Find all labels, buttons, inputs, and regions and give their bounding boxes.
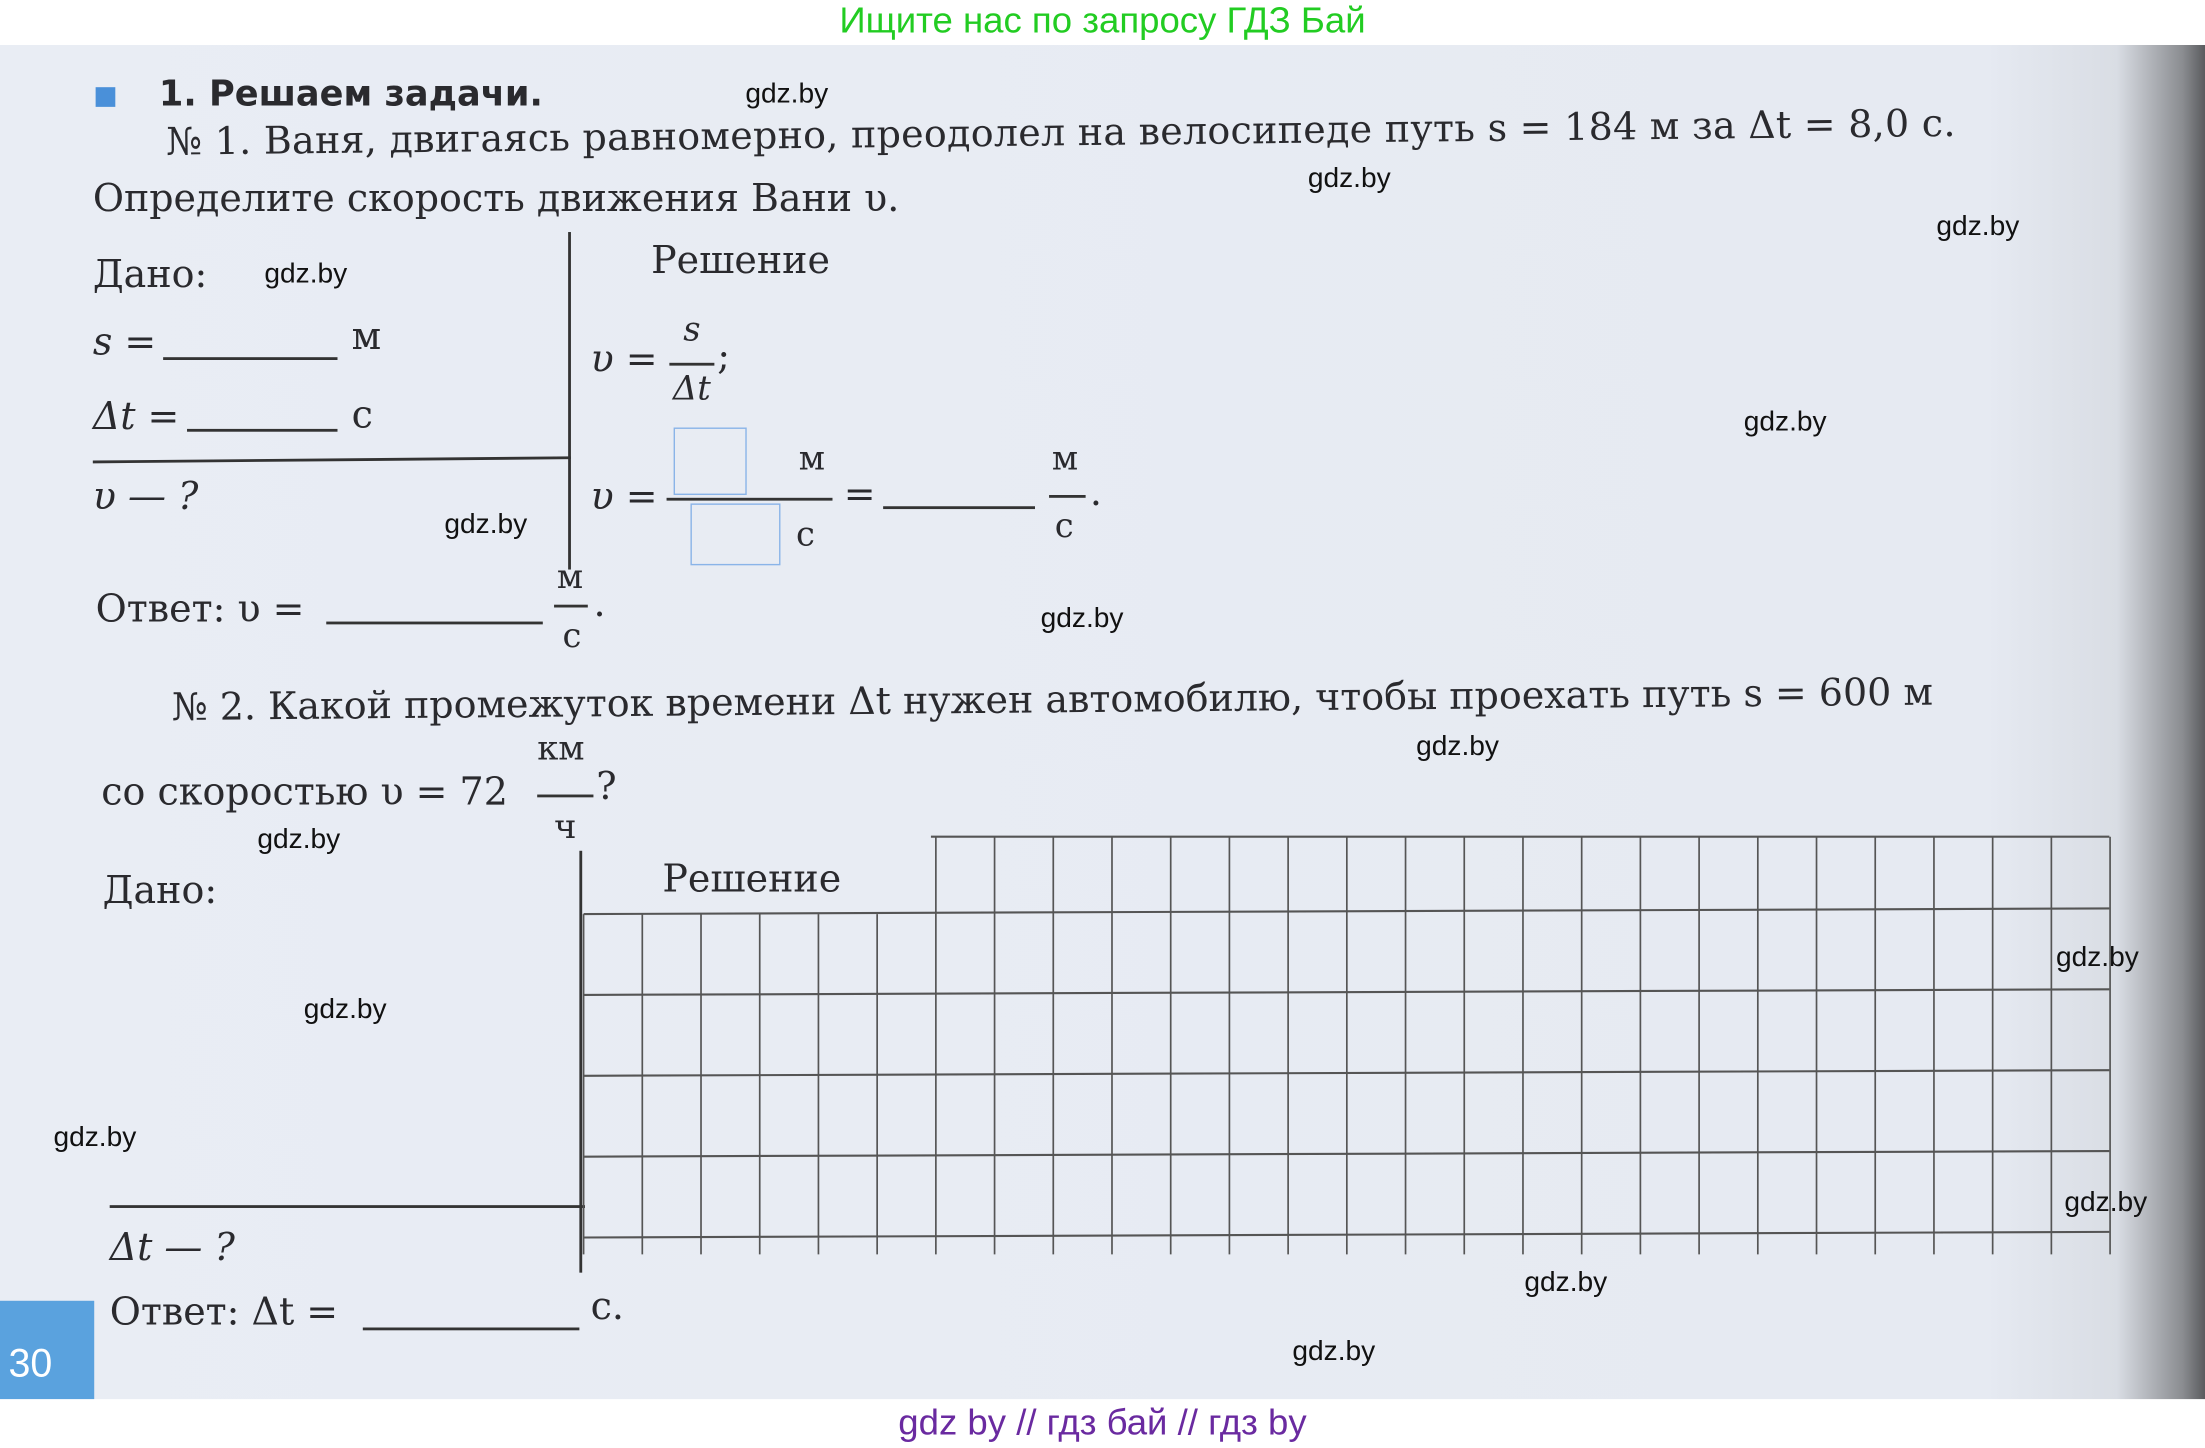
watermark: gdz.by (444, 509, 528, 540)
task1-s-input[interactable] (163, 357, 338, 360)
bottom-banner: gdz by // гдз бай // гдз by (0, 1399, 2205, 1448)
task2-separator (579, 850, 583, 1273)
formula-numerator: s (683, 309, 701, 349)
task2-given-divider (109, 1205, 585, 1208)
grid-line (583, 988, 2110, 996)
task2-find: Δt — ? (109, 1226, 235, 1270)
top-banner: Ищите нас по запросу ГДЗ Бай (0, 0, 2205, 45)
formula-end: ; (717, 334, 730, 379)
task2-given-label: Дано: (102, 869, 218, 913)
task1-solution-label: Решение (651, 239, 830, 283)
answer-fraction-bar (554, 604, 588, 608)
watermark: gdz.by (1307, 163, 1391, 195)
formula-fraction-bar (669, 362, 715, 366)
calc-fraction-bar (666, 497, 833, 501)
answer-num-unit: м (556, 556, 584, 597)
speed-fraction-bar (537, 794, 594, 798)
watermark: gdz.by (1416, 731, 1499, 763)
task1-answer-input[interactable] (326, 621, 543, 625)
task2-line2-end: ? (596, 765, 617, 809)
top-banner-text[interactable]: Ищите нас по запросу ГДЗ Бай (839, 0, 1366, 41)
result-den-unit: с (1054, 506, 1074, 546)
grid-line (583, 1069, 2110, 1077)
watermark: gdz.by (1936, 210, 2020, 242)
watermark: gdz.by (257, 824, 341, 855)
task1-t-unit: с (351, 393, 373, 438)
calc-den-unit: с (795, 514, 815, 555)
section-title: 1. Решаем задачи. (158, 73, 543, 114)
section-marker-icon (95, 87, 116, 107)
given-solution-separator (568, 232, 571, 570)
watermark: gdz.by (1743, 406, 1827, 438)
calc-numerator-box[interactable] (673, 427, 747, 495)
calc-num-unit: м (798, 438, 826, 479)
watermark: gdz.by (53, 1122, 137, 1154)
task2-text-line2: со скоростью υ = 72 (101, 770, 508, 815)
page-number: 30 (0, 1300, 95, 1400)
speed-den-unit: ч (554, 807, 577, 847)
task2-solution-label: Решение (662, 857, 842, 902)
task1-t-label: Δt = (92, 395, 180, 439)
watermark: gdz.by (2064, 1186, 2148, 1218)
bottom-banner-text[interactable]: gdz by // гдз бай // гдз by (898, 1400, 1307, 1443)
task2-answer-input[interactable] (362, 1327, 580, 1331)
grid-line (583, 1149, 2110, 1158)
watermark: gdz.by (303, 994, 387, 1026)
task1-t-input[interactable] (187, 428, 338, 432)
task1-s-label: s = (92, 320, 157, 365)
calc-lhs: υ = (590, 475, 658, 519)
result-num-unit: м (1051, 438, 1079, 479)
calc-result-input[interactable] (883, 506, 1035, 510)
watermark: gdz.by (1524, 1267, 1608, 1298)
task2-answer-unit: с. (590, 1285, 624, 1329)
watermark: gdz.by (264, 258, 348, 290)
task1-find: υ — ? (92, 475, 199, 519)
watermark: gdz.by (2055, 942, 2139, 974)
result-end: . (1089, 471, 1102, 515)
solution-grid[interactable] (579, 816, 2126, 1280)
grid-line (583, 907, 2110, 916)
answer-den-unit: с (562, 615, 582, 656)
watermark: gdz.by (1292, 1335, 1376, 1367)
watermark: gdz.by (1040, 603, 1124, 635)
speed-num-unit: км (537, 728, 585, 768)
result-fraction-bar (1049, 495, 1086, 498)
task1-s-unit: м (351, 315, 382, 359)
answer-end: . (593, 582, 606, 626)
task2-answer-label: Ответ: Δt = (109, 1290, 339, 1335)
calc-denominator-box[interactable] (690, 503, 781, 566)
calc-equals: = (843, 472, 876, 517)
watermark: gdz.by (745, 78, 829, 110)
task1-text-line2: Определите скорость движения Вани υ. (92, 177, 900, 221)
formula-denominator: Δt (672, 368, 711, 408)
task1-given-label: Дано: (92, 253, 208, 297)
formula-lhs: υ = (590, 337, 658, 382)
task1-answer-label: Ответ: υ = (95, 587, 305, 632)
grid-line (583, 1230, 2110, 1239)
textbook-page (0, 45, 2205, 1400)
